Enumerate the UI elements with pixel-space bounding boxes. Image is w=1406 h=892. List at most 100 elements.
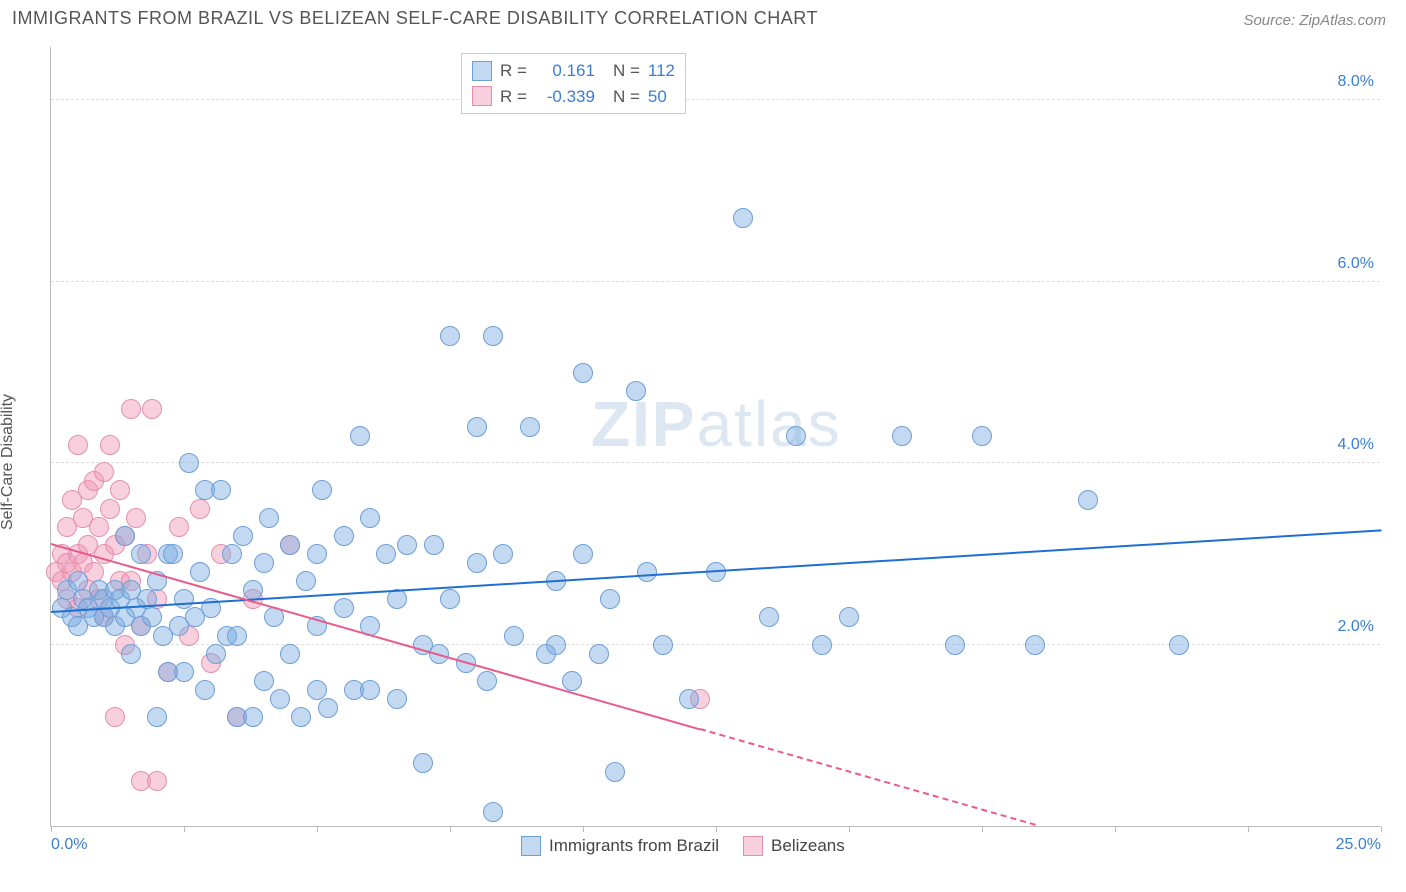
scatter-point <box>179 453 199 473</box>
r-value: -0.339 <box>535 84 595 110</box>
scatter-point <box>100 499 120 519</box>
series-legend: Immigrants from Brazil Belizeans <box>521 836 845 856</box>
scatter-point <box>467 553 487 573</box>
scatter-point <box>142 607 162 627</box>
scatter-point <box>626 381 646 401</box>
scatter-point <box>413 753 433 773</box>
x-tick <box>1248 826 1249 832</box>
scatter-point <box>169 517 189 537</box>
x-tick <box>583 826 584 832</box>
scatter-point <box>222 544 242 564</box>
n-label: N = <box>613 84 640 110</box>
scatter-point <box>211 480 231 500</box>
scatter-point <box>387 589 407 609</box>
scatter-point <box>972 426 992 446</box>
legend-item: Belizeans <box>743 836 845 856</box>
scatter-point <box>1025 635 1045 655</box>
scatter-point <box>206 644 226 664</box>
scatter-point <box>270 689 290 709</box>
scatter-point <box>280 644 300 664</box>
r-label: R = <box>500 58 527 84</box>
gridline <box>51 281 1380 282</box>
x-tick <box>982 826 983 832</box>
x-tick-label-right: 25.0% <box>1336 836 1381 854</box>
gridline <box>51 99 1380 100</box>
scatter-point <box>233 526 253 546</box>
scatter-point <box>892 426 912 446</box>
x-tick <box>184 826 185 832</box>
scatter-point <box>254 553 274 573</box>
scatter-point <box>147 771 167 791</box>
y-axis-label: Self-Care Disability <box>0 394 17 530</box>
gridline <box>51 462 1380 463</box>
legend-item: Immigrants from Brazil <box>521 836 719 856</box>
x-tick <box>1381 826 1382 832</box>
scatter-point <box>812 635 832 655</box>
legend-swatch <box>743 836 763 856</box>
n-value: 50 <box>648 84 667 110</box>
x-tick <box>1115 826 1116 832</box>
y-tick-label: 2.0% <box>1338 618 1374 636</box>
legend-swatch <box>521 836 541 856</box>
scatter-point <box>318 698 338 718</box>
scatter-point <box>110 480 130 500</box>
r-label: R = <box>500 84 527 110</box>
scatter-point <box>360 508 380 528</box>
scatter-point <box>105 707 125 727</box>
scatter-point <box>376 544 396 564</box>
scatter-point <box>147 707 167 727</box>
x-tick-label-left: 0.0% <box>51 836 87 854</box>
legend-row: R =0.161N =112 <box>472 58 675 84</box>
scatter-point <box>121 399 141 419</box>
y-tick-label: 8.0% <box>1338 73 1374 91</box>
y-tick-label: 6.0% <box>1338 255 1374 273</box>
scatter-point <box>546 635 566 655</box>
legend-label: Immigrants from Brazil <box>549 836 719 856</box>
scatter-point <box>68 571 88 591</box>
scatter-point <box>163 544 183 564</box>
scatter-point <box>296 571 316 591</box>
scatter-point <box>573 363 593 383</box>
scatter-point <box>483 326 503 346</box>
scatter-point <box>89 517 109 537</box>
scatter-point <box>126 508 146 528</box>
r-value: 0.161 <box>535 58 595 84</box>
scatter-point <box>440 326 460 346</box>
legend-row: R = -0.339 N = 50 <box>472 84 675 110</box>
legend-label: Belizeans <box>771 836 845 856</box>
scatter-point <box>227 626 247 646</box>
n-value: 112 <box>648 58 675 84</box>
scatter-point <box>360 680 380 700</box>
scatter-point <box>679 689 699 709</box>
scatter-point <box>440 589 460 609</box>
scatter-point <box>483 802 503 822</box>
scatter-point <box>562 671 582 691</box>
scatter-point <box>759 607 779 627</box>
scatter-point <box>839 607 859 627</box>
scatter-point <box>493 544 513 564</box>
correlation-legend: R = 0.161 N = 112R = -0.339 N = 50 <box>461 53 686 114</box>
scatter-point <box>131 544 151 564</box>
scatter-point <box>100 435 120 455</box>
scatter-point <box>121 644 141 664</box>
scatter-point <box>312 480 332 500</box>
scatter-point <box>254 671 274 691</box>
trend-line-extrapolated <box>700 728 1036 826</box>
scatter-point <box>504 626 524 646</box>
scatter-point <box>520 417 540 437</box>
plot-region: ZIPatlas 2.0%4.0%6.0%8.0%0.0%25.0%R =0.1… <box>50 47 1380 827</box>
scatter-point <box>68 435 88 455</box>
scatter-point <box>387 689 407 709</box>
scatter-point <box>307 544 327 564</box>
x-tick <box>716 826 717 832</box>
chart-title: IMMIGRANTS FROM BRAZIL VS BELIZEAN SELF-… <box>12 8 818 29</box>
scatter-point <box>190 562 210 582</box>
scatter-point <box>573 544 593 564</box>
scatter-point <box>397 535 417 555</box>
x-tick <box>317 826 318 832</box>
scatter-point <box>477 671 497 691</box>
scatter-point <box>945 635 965 655</box>
scatter-point <box>334 598 354 618</box>
scatter-point <box>94 462 114 482</box>
scatter-point <box>291 707 311 727</box>
